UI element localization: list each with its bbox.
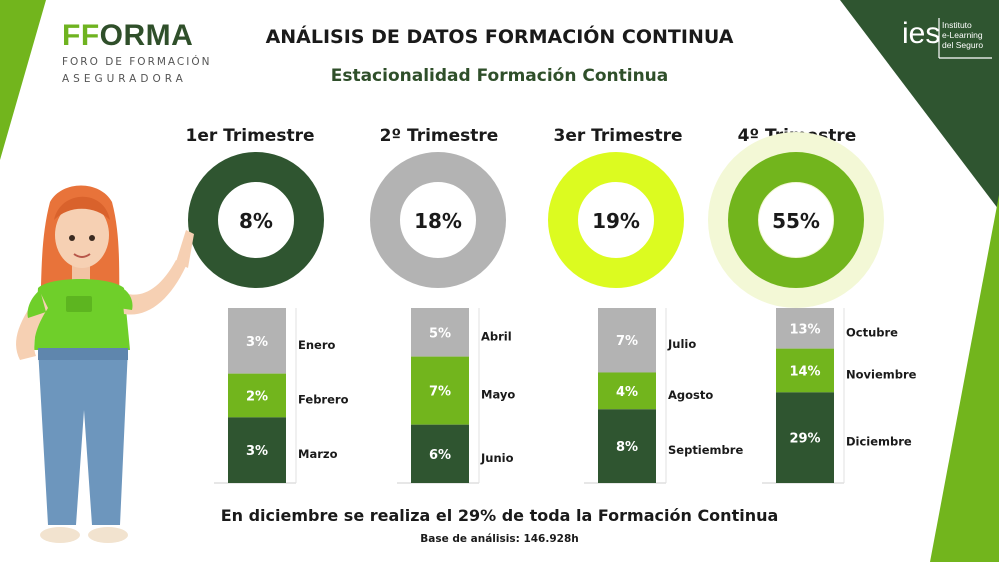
bar-segment-value: 4% <box>616 385 638 400</box>
donut-value-label: 19% <box>592 209 640 233</box>
bar-segment <box>411 356 469 425</box>
logo-tagline-2: ASEGURADORA <box>62 73 187 85</box>
page-title: ANÁLISIS DE DATOS FORMACIÓN CONTINUA <box>265 26 734 48</box>
donut-value-label: 18% <box>414 209 462 233</box>
donut-value-label: 8% <box>239 209 273 233</box>
bar-segment-value: 7% <box>616 334 638 349</box>
bar-month-label: Diciembre <box>846 435 912 449</box>
donut-ring <box>728 152 864 288</box>
ies-line-2: e-Learning <box>942 30 983 40</box>
donut-hole <box>219 183 293 257</box>
bar-segment-value: 13% <box>789 322 820 337</box>
bar-segment <box>228 417 286 483</box>
bar-segment-value: 29% <box>789 432 820 447</box>
bar-month-label: Julio <box>667 337 696 351</box>
donut-value-label: 55% <box>772 209 820 233</box>
bar-month-label: Mayo <box>481 388 515 402</box>
ies-mark: ies <box>902 17 941 50</box>
fforma-logo: FFORMA FORO DE FORMACIÓN ASEGURADORA <box>62 20 211 86</box>
bar-month-label: Febrero <box>298 393 349 407</box>
bar-segment <box>598 372 656 410</box>
logo-tagline-1: FORO DE FORMACIÓN <box>62 56 212 68</box>
donut-ring <box>188 152 324 288</box>
ies-logo-text: Instituto e-Learning del Seguro <box>942 20 983 50</box>
bar-segment-value: 2% <box>246 390 268 405</box>
quarter-title: 1er Trimestre <box>185 126 315 146</box>
presenter-character-illustration <box>16 185 194 543</box>
bar-month-label: Agosto <box>668 388 713 402</box>
bar-segment <box>228 308 286 374</box>
bar-month-label: Octubre <box>846 325 898 339</box>
bar-month-label: Noviembre <box>846 368 917 382</box>
bar-segment-value: 14% <box>789 365 820 380</box>
ies-line-3: del Seguro <box>942 40 984 50</box>
logo-brand-part2: ORMA <box>99 19 194 52</box>
bar-segment-value: 3% <box>246 444 268 459</box>
analysis-base-text: Base de análisis: 146.928h <box>420 533 579 545</box>
donut-ring <box>548 152 684 288</box>
donut-hole <box>579 183 653 257</box>
bar-segment-value: 3% <box>246 335 268 350</box>
page-subtitle: Estacionalidad Formación Continua <box>330 66 669 86</box>
bar-month-label: Junio <box>480 451 514 465</box>
donut-hole <box>401 183 475 257</box>
quarter-title: 3er Trimestre <box>553 126 683 146</box>
logo-brand-part1: FF <box>62 19 100 52</box>
key-insight-text: En diciembre se realiza el 29% de toda l… <box>220 506 779 525</box>
quarter-title: 2º Trimestre <box>379 126 499 146</box>
donut-hole <box>759 183 833 257</box>
ies-logo-lines <box>938 18 992 59</box>
bar-segment-value: 6% <box>429 448 451 463</box>
donut-ring <box>370 152 506 288</box>
bar-segment <box>776 308 834 349</box>
bar-segment-value: 5% <box>429 326 451 341</box>
ies-logo: ies Instituto e-Learning del Seguro <box>902 14 994 64</box>
left-green-stripe <box>0 0 46 160</box>
bar-segment-value: 7% <box>429 385 451 400</box>
bar-month-label: Marzo <box>298 447 338 461</box>
bar-segment <box>411 424 469 483</box>
bottom-right-green-stripe <box>930 195 999 562</box>
top-right-dark-corner <box>840 0 999 210</box>
bar-segment <box>776 348 834 393</box>
bar-segment <box>776 392 834 483</box>
bar-segment <box>598 308 656 373</box>
bar-segment <box>411 308 469 357</box>
bar-segment-value: 8% <box>616 440 638 455</box>
bar-segment <box>228 373 286 418</box>
bar-month-label: Abril <box>481 329 512 343</box>
bar-segment <box>598 409 656 483</box>
ies-line-1: Instituto <box>942 20 972 30</box>
bar-month-label: Enero <box>298 338 336 352</box>
bar-month-label: Septiembre <box>668 443 743 457</box>
